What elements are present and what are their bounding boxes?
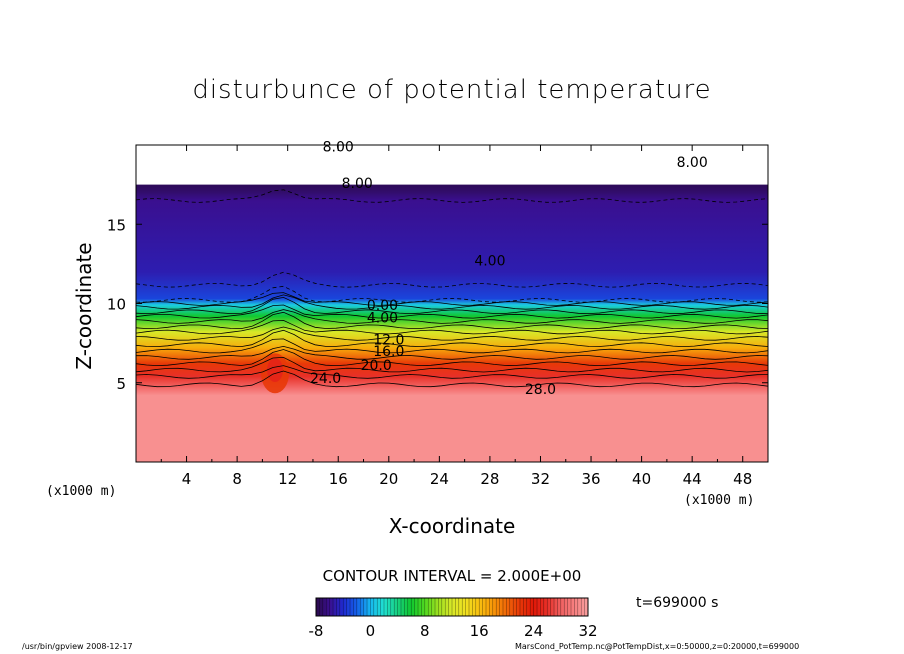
x-tick-label: 8 bbox=[232, 470, 242, 488]
colorbar-tick-label: 8 bbox=[420, 622, 430, 640]
contour-label: 12.0 bbox=[373, 333, 404, 349]
contour-line bbox=[135, 309, 769, 324]
colorbar-tick-label: -8 bbox=[309, 622, 324, 640]
y-tick-label: 15 bbox=[107, 216, 126, 234]
colorbar-tick-label: 24 bbox=[524, 622, 543, 640]
y-tick-label: 10 bbox=[107, 296, 126, 314]
contour-interval-label: CONTOUR INTERVAL = 2.000E+00 bbox=[322, 567, 582, 585]
x-tick-label: 48 bbox=[733, 470, 752, 488]
contour-label: 8.00 bbox=[677, 155, 708, 171]
x-tick-label: 4 bbox=[182, 470, 192, 488]
contour-label: 24.0 bbox=[310, 371, 341, 387]
x-tick-label: 40 bbox=[632, 470, 651, 488]
contour-line bbox=[135, 349, 769, 367]
contour-line bbox=[135, 329, 769, 348]
time-label: t=699000 s bbox=[636, 595, 719, 611]
y-tick-label: 5 bbox=[116, 375, 126, 393]
colorbar: -8 0 8 16 24 32 bbox=[309, 597, 598, 640]
contour-line bbox=[135, 319, 769, 335]
contour-line bbox=[135, 345, 769, 360]
x-tick-label: 32 bbox=[531, 470, 550, 488]
x-axis-label: X-coordinate bbox=[388, 514, 516, 538]
contour-line bbox=[135, 311, 769, 330]
contour-label: 20.0 bbox=[361, 358, 392, 374]
contour-line bbox=[135, 356, 769, 373]
colorbar-tick-label: 32 bbox=[578, 622, 597, 640]
x-tick-label: 12 bbox=[278, 470, 297, 488]
x-tick-label: 36 bbox=[581, 470, 600, 488]
warm-bubble-core bbox=[267, 358, 284, 383]
contour-line bbox=[135, 370, 769, 388]
colorbar-tick-label: 16 bbox=[470, 622, 489, 640]
x-tick-label: 24 bbox=[430, 470, 449, 488]
contour-label: 16.0 bbox=[373, 344, 404, 360]
x-tick-label: 20 bbox=[379, 470, 398, 488]
contour-line bbox=[135, 189, 769, 203]
contour-line bbox=[135, 292, 769, 306]
contour-line bbox=[135, 271, 769, 288]
contour-label: 8.00 bbox=[342, 176, 373, 192]
plot-area: 8.008.008.004.000.004.0012.016.020.024.0… bbox=[107, 139, 769, 488]
contour-line bbox=[135, 296, 769, 315]
contour-label: 4.00 bbox=[367, 311, 398, 327]
contour-line bbox=[135, 365, 769, 379]
x-axis-unit-left: (x1000 m) bbox=[46, 484, 117, 499]
contour-line bbox=[135, 338, 769, 354]
x-tick-label: 44 bbox=[683, 470, 702, 488]
chart-title: disturbunce of potential temperature bbox=[192, 75, 712, 105]
x-tick-label: 16 bbox=[329, 470, 348, 488]
contour-label: 0.00 bbox=[367, 298, 398, 314]
x-axis-unit-right: (x1000 m) bbox=[684, 493, 755, 508]
colorbar-tick-label: 0 bbox=[366, 622, 376, 640]
contour-line bbox=[135, 326, 769, 341]
contour-label: 28.0 bbox=[525, 382, 556, 398]
x-tick-label: 28 bbox=[480, 470, 499, 488]
contour-line bbox=[135, 304, 769, 319]
field-fill bbox=[136, 145, 768, 462]
footer-program-date: /usr/bin/gpview 2008-12-17 bbox=[22, 642, 133, 651]
contour-label: 4.00 bbox=[474, 253, 505, 269]
footer-data-source: MarsCond_PotTemp.nc@PotTempDist,x=0:5000… bbox=[515, 642, 800, 651]
contour-line bbox=[135, 294, 769, 310]
